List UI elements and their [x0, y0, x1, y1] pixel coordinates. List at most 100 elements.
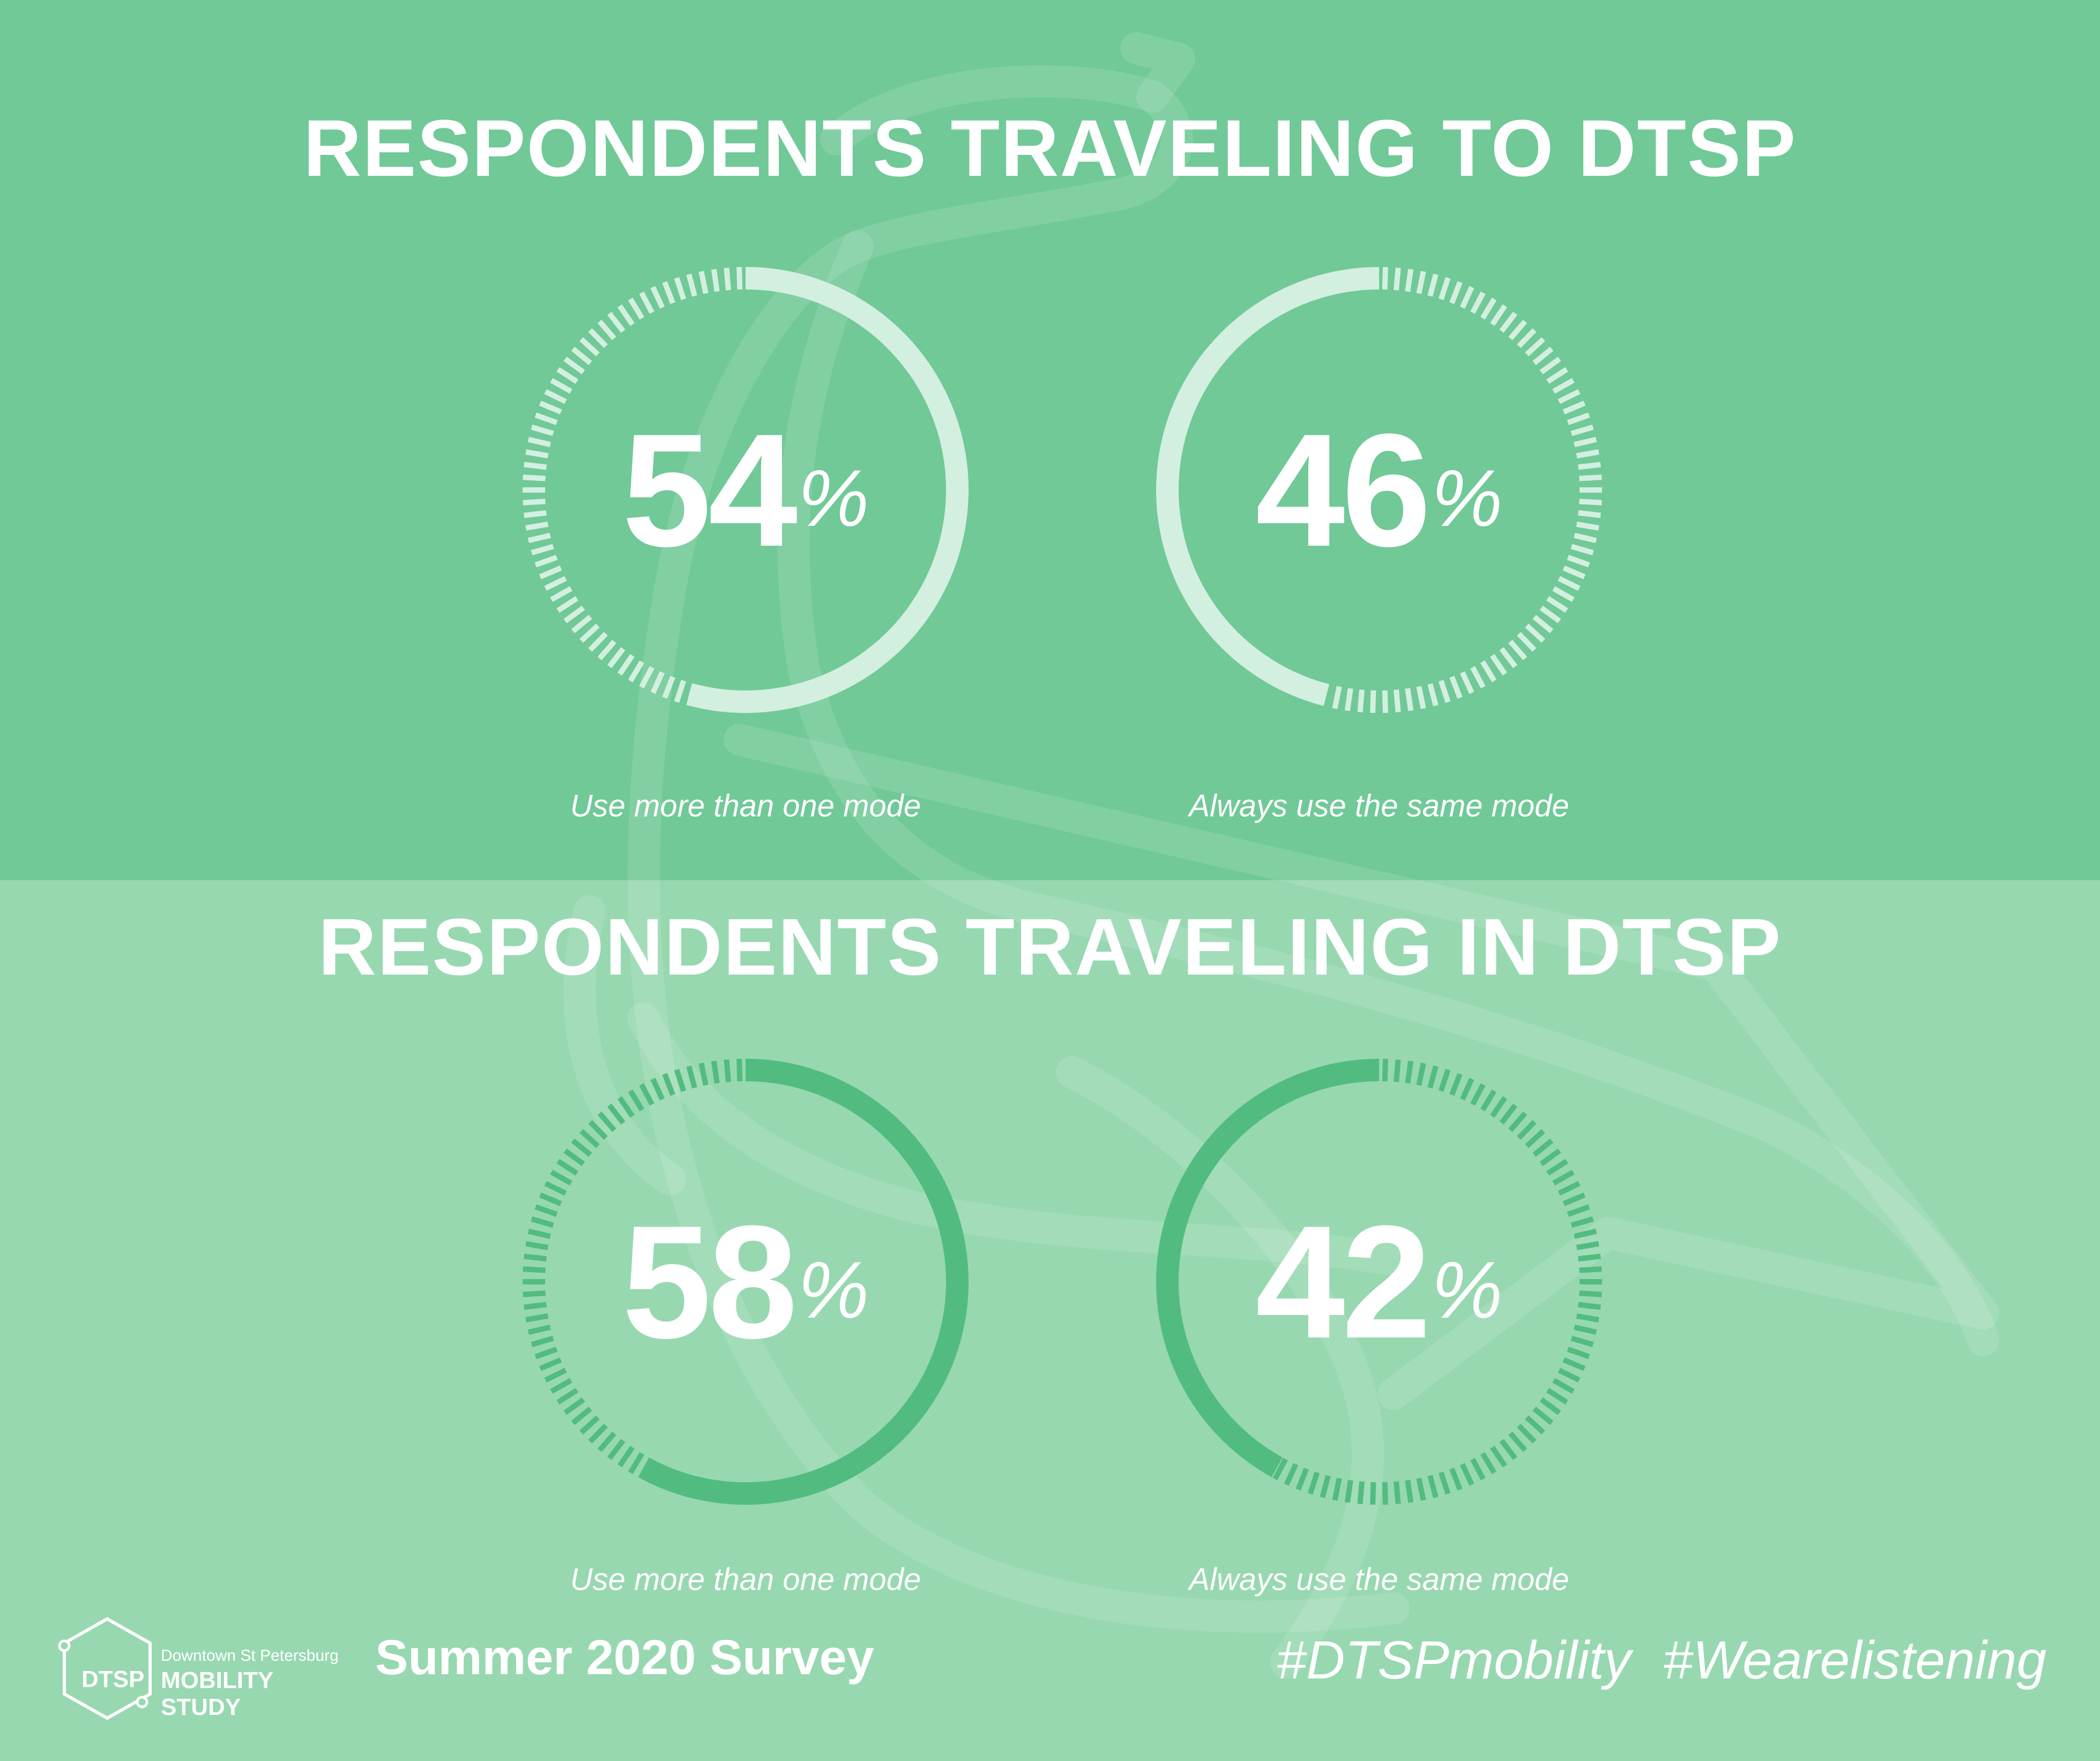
- value-arc: [638, 1059, 969, 1505]
- tick-mark: [1480, 1089, 1497, 1112]
- tick-mark: [1574, 436, 1597, 448]
- tick-mark: [1405, 688, 1414, 711]
- tick-mark: [1394, 268, 1401, 291]
- tick-mark: [1427, 1475, 1439, 1498]
- value-arc: [690, 267, 969, 713]
- tick-mark: [556, 1387, 579, 1405]
- tick-mark: [1490, 653, 1507, 676]
- tick-mark: [1320, 1475, 1331, 1498]
- tick-mark: [1570, 1216, 1594, 1228]
- tick-mark: [1558, 576, 1581, 591]
- value-arc: [1156, 1059, 1380, 1477]
- tick-mark: [1427, 1065, 1439, 1089]
- tick-mark: [1546, 1387, 1568, 1405]
- caption-in-same-mode: Always use the same mode: [1189, 1562, 1569, 1597]
- tick-mark: [1508, 1431, 1528, 1452]
- tick-mark: [1394, 689, 1401, 712]
- tick-mark: [617, 1096, 635, 1118]
- tick-mark: [563, 1397, 585, 1415]
- tick-mark: [1562, 1357, 1586, 1371]
- tick-mark: [1499, 1103, 1517, 1125]
- tick-mark: [1562, 1192, 1586, 1207]
- tick-mark: [523, 1290, 546, 1297]
- tick-mark: [1517, 1423, 1537, 1444]
- tick-mark: [1567, 412, 1590, 426]
- tick-mark: [1344, 688, 1353, 711]
- tick-mark: [674, 277, 687, 300]
- tick-mark: [607, 311, 625, 333]
- tick-mark: [563, 356, 585, 375]
- tick-mark: [1499, 647, 1517, 668]
- tick-mark: [531, 544, 554, 555]
- tick-mark: [1405, 1060, 1414, 1084]
- tick-mark: [1508, 640, 1528, 660]
- tick-mark: [1272, 1458, 1288, 1481]
- tick-mark: [639, 666, 654, 689]
- tick-mark: [1438, 1472, 1451, 1495]
- tick-mark: [1525, 337, 1545, 356]
- tick-mark: [1576, 521, 1599, 531]
- tick-mark: [544, 1180, 567, 1196]
- tick-mark: [539, 565, 562, 579]
- donut-chart-in-same-mode: 42%: [1149, 1051, 1610, 1512]
- tick-mark: [1567, 1346, 1590, 1359]
- tick-mark: [1394, 1059, 1401, 1082]
- tick-mark: [1499, 311, 1517, 333]
- tick-mark: [1357, 1481, 1365, 1504]
- tick-mark: [556, 1158, 579, 1176]
- tick-mark: [1470, 1458, 1486, 1481]
- remainder-ticks: [523, 267, 743, 707]
- tick-mark: [525, 521, 549, 531]
- tick-mark: [1577, 510, 1601, 518]
- tick-mark: [1449, 1073, 1463, 1096]
- donut-chart-to-same-mode: 46%: [1149, 259, 1610, 720]
- tick-mark: [1546, 596, 1568, 613]
- tick-mark: [1490, 1096, 1507, 1118]
- tick-mark: [1459, 1078, 1475, 1101]
- tick-mark: [524, 1253, 547, 1262]
- tick-mark: [1574, 532, 1597, 544]
- value-arc: [1156, 267, 1380, 706]
- percent-symbol: %: [1431, 1244, 1503, 1335]
- tick-mark: [525, 1313, 549, 1322]
- tick-mark: [1332, 686, 1342, 709]
- donut-svg: [523, 1059, 969, 1505]
- tick-mark: [1394, 1481, 1401, 1504]
- tick-mark: [556, 596, 579, 613]
- tick-mark: [1382, 1482, 1388, 1505]
- tick-mark: [525, 449, 549, 459]
- tick-mark: [1459, 286, 1475, 309]
- dtsp-logo: DTSP Downtown St Petersburg MOBILITY STU…: [54, 1614, 354, 1726]
- tick-mark: [523, 1266, 546, 1273]
- tick-mark: [597, 319, 616, 340]
- tick-mark: [1574, 1324, 1597, 1335]
- tick-mark: [563, 1148, 585, 1166]
- tick-mark: [628, 1089, 645, 1112]
- hashtag-dtsp-mobility: #DTSPmobility: [1276, 1630, 1631, 1690]
- tick-mark: [662, 281, 675, 304]
- tick-mark: [556, 367, 579, 384]
- tick-mark: [1570, 1335, 1594, 1347]
- tick-mark: [1562, 400, 1586, 415]
- donut-chart-to-multi-mode: 54%: [515, 259, 976, 720]
- tick-mark: [1470, 1083, 1486, 1106]
- tick-mark: [1552, 1170, 1575, 1186]
- tick-mark: [1416, 271, 1426, 294]
- tick-mark: [1470, 291, 1486, 314]
- tick-mark: [662, 1073, 675, 1096]
- tick-mark: [550, 586, 572, 602]
- tick-mark: [1576, 1241, 1599, 1251]
- tick-mark: [527, 436, 551, 448]
- tick-mark: [523, 499, 546, 506]
- tick-mark: [698, 271, 709, 294]
- hashtag-we-are-listening: #Wearelistening: [1663, 1630, 2046, 1690]
- section-title-bottom: RESPONDENTS TRAVELING IN DTSP: [318, 902, 1782, 992]
- tick-mark: [628, 1452, 645, 1474]
- tick-mark: [550, 1170, 572, 1186]
- tick-mark: [1532, 346, 1554, 366]
- percent-value: 54: [622, 400, 798, 580]
- tick-mark: [1382, 267, 1388, 290]
- tick-mark: [1480, 298, 1497, 320]
